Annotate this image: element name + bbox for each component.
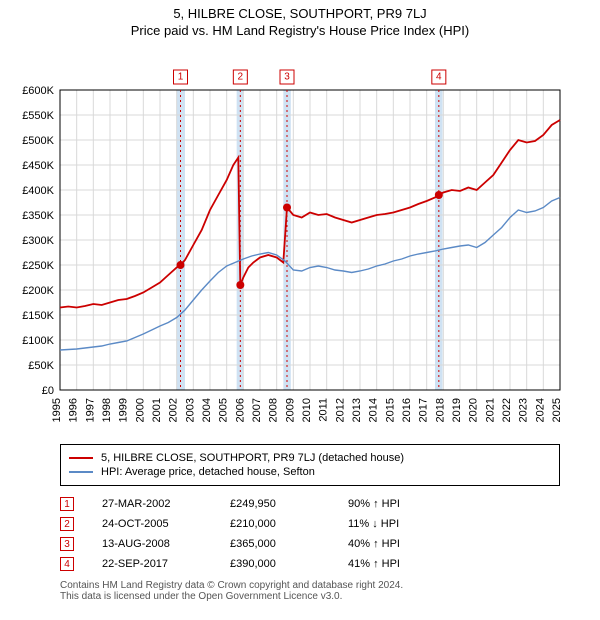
y-tick-label: £450K	[22, 160, 54, 172]
sale-row: 4 22-SEP-2017 £390,000 41% ↑ HPI	[60, 554, 560, 574]
sale-date: 22-SEP-2017	[102, 558, 202, 570]
x-tick-label: 2010	[301, 398, 313, 422]
footer-line-2: This data is licensed under the Open Gov…	[60, 591, 560, 602]
x-tick-label: 2009	[284, 398, 296, 422]
y-tick-label: £150K	[22, 310, 54, 322]
x-tick-label: 2024	[534, 398, 546, 422]
x-tick-label: 2018	[434, 398, 446, 422]
x-tick-label: 2014	[368, 398, 380, 422]
legend-label: HPI: Average price, detached house, Seft…	[101, 466, 315, 478]
x-tick-label: 2001	[151, 398, 163, 422]
sale-marker-number: 4	[436, 72, 442, 83]
sale-point	[283, 204, 291, 212]
legend-row: 5, HILBRE CLOSE, SOUTHPORT, PR9 7LJ (det…	[69, 451, 551, 465]
x-tick-label: 2015	[384, 398, 396, 422]
sale-date: 13-AUG-2008	[102, 538, 202, 550]
x-tick-label: 2013	[351, 398, 363, 422]
sale-price: £390,000	[230, 558, 320, 570]
sale-point	[236, 281, 244, 289]
sale-marker-number: 3	[284, 72, 290, 83]
sale-row: 2 24-OCT-2005 £210,000 11% ↓ HPI	[60, 514, 560, 534]
sale-hpi: 90% ↑ HPI	[348, 498, 438, 510]
x-tick-label: 2000	[134, 398, 146, 422]
y-tick-label: £300K	[22, 235, 54, 247]
y-tick-label: £550K	[22, 110, 54, 122]
sale-row: 3 13-AUG-2008 £365,000 40% ↑ HPI	[60, 534, 560, 554]
x-tick-label: 2022	[501, 398, 513, 422]
x-tick-label: 2017	[418, 398, 430, 422]
legend-swatch	[69, 471, 93, 473]
sale-marker-number: 1	[178, 72, 184, 83]
sale-price: £249,950	[230, 498, 320, 510]
y-tick-label: £50K	[28, 360, 54, 372]
x-tick-label: 1999	[118, 398, 130, 422]
y-tick-label: £200K	[22, 285, 54, 297]
sale-date: 24-OCT-2005	[102, 518, 202, 530]
x-tick-label: 2023	[518, 398, 530, 422]
x-tick-label: 2020	[468, 398, 480, 422]
x-tick-label: 1997	[84, 398, 96, 422]
x-tick-label: 2012	[334, 398, 346, 422]
sale-marker: 1	[60, 497, 74, 511]
x-tick-label: 2007	[251, 398, 263, 422]
y-tick-label: £500K	[22, 135, 54, 147]
sale-hpi: 40% ↑ HPI	[348, 538, 438, 550]
x-tick-label: 2002	[168, 398, 180, 422]
footer-line-1: Contains HM Land Registry data © Crown c…	[60, 580, 560, 591]
sale-hpi: 11% ↓ HPI	[348, 518, 438, 530]
x-tick-label: 2011	[318, 398, 330, 422]
x-tick-label: 2004	[201, 398, 213, 422]
y-tick-label: £400K	[22, 185, 54, 197]
chart-svg: £0 £50K £100K £150K £200K £250K £300K £350K £400…	[0, 40, 600, 440]
sale-row: 1 27-MAR-2002 £249,950 90% ↑ HPI	[60, 494, 560, 514]
x-tick-label: 2025	[551, 398, 563, 422]
sale-price: £210,000	[230, 518, 320, 530]
sale-hpi: 41% ↑ HPI	[348, 558, 438, 570]
chart-footer: Contains HM Land Registry data © Crown c…	[60, 580, 560, 602]
sale-date: 27-MAR-2002	[102, 498, 202, 510]
sale-marker: 3	[60, 537, 74, 551]
price-chart: £0 £50K £100K £150K £200K £250K £300K £350K £400…	[0, 40, 600, 440]
y-tick-label: £350K	[22, 210, 54, 222]
y-tick-label: £100K	[22, 335, 54, 347]
chart-title-subtitle: Price paid vs. HM Land Registry's House …	[0, 23, 600, 38]
sale-point	[177, 261, 185, 269]
chart-legend: 5, HILBRE CLOSE, SOUTHPORT, PR9 7LJ (det…	[60, 444, 560, 486]
legend-label: 5, HILBRE CLOSE, SOUTHPORT, PR9 7LJ (det…	[101, 452, 404, 464]
chart-title-address: 5, HILBRE CLOSE, SOUTHPORT, PR9 7LJ	[0, 6, 600, 21]
x-tick-label: 1996	[68, 398, 80, 422]
sale-marker: 4	[60, 557, 74, 571]
y-tick-label: £600K	[22, 85, 54, 97]
legend-swatch	[69, 457, 93, 459]
x-tick-label: 2006	[234, 398, 246, 422]
x-tick-label: 1995	[51, 398, 63, 422]
sale-point	[435, 191, 443, 199]
sale-marker: 2	[60, 517, 74, 531]
y-tick-label: £0	[42, 385, 54, 397]
sale-transactions-table: 1 27-MAR-2002 £249,950 90% ↑ HPI 2 24-OCT-200…	[60, 494, 560, 574]
legend-row: HPI: Average price, detached house, Seft…	[69, 465, 551, 479]
x-tick-label: 2003	[184, 398, 196, 422]
sale-price: £365,000	[230, 538, 320, 550]
x-tick-label: 1998	[101, 398, 113, 422]
x-tick-label: 2019	[451, 398, 463, 422]
x-tick-label: 2005	[218, 398, 230, 422]
x-tick-label: 2016	[401, 398, 413, 422]
x-tick-label: 2008	[268, 398, 280, 422]
x-tick-label: 2021	[484, 398, 496, 422]
sale-marker-number: 2	[238, 72, 244, 83]
y-tick-label: £250K	[22, 260, 54, 272]
